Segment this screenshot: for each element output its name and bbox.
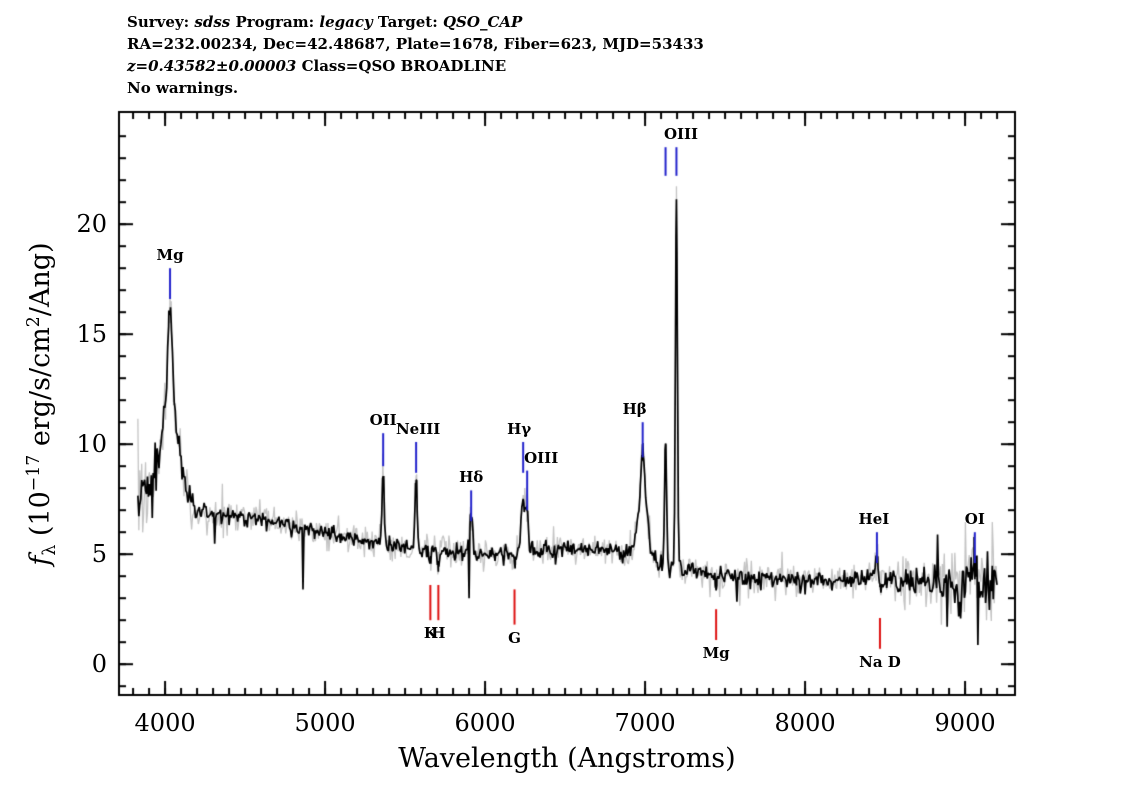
emission-line-label: OIII <box>524 448 559 467</box>
y-title-units: erg/s/cm <box>24 327 56 455</box>
emission-line-label: NeIII <box>395 420 441 438</box>
absorption-line-label: Mg <box>702 644 730 662</box>
y-tick-label: 5 <box>91 540 107 569</box>
header-line-1: Survey: sdss Program: legacy Target: QSO… <box>127 13 523 31</box>
header-line-4: No warnings. <box>127 79 239 97</box>
y-title-lambda: λ <box>40 544 61 556</box>
y-tick-label: 20 <box>76 210 107 239</box>
x-tick-label: 7000 <box>614 709 676 737</box>
absorption-line-label: H <box>431 624 446 643</box>
y-tick-label: 10 <box>76 430 107 459</box>
y-tick-label: 0 <box>91 650 107 679</box>
emission-line-label: Hδ <box>459 468 484 487</box>
emission-line-label: OII <box>369 411 397 430</box>
y-axis-title: fλ (10−17 erg/s/cm2/Ang) <box>24 242 60 565</box>
y-title-cm-exponent: 2 <box>23 316 44 328</box>
y-tick-label: 15 <box>76 320 107 349</box>
x-tick-label: 6000 <box>454 709 516 737</box>
x-tick-label: 9000 <box>934 709 996 737</box>
header-line-3: z=0.43582±0.00003 Class=QSO BROADLINE <box>127 57 507 75</box>
absorption-line-label: G <box>508 628 521 647</box>
emission-line-label: Hβ <box>622 400 647 419</box>
y-title-pre: (10 <box>24 491 56 545</box>
y-title-f: f <box>24 555 56 566</box>
x-tick-label: 5000 <box>294 709 356 737</box>
emission-line-label: HeI <box>858 510 890 529</box>
emission-line-label: Mg <box>156 246 184 265</box>
emission-line-label: OI <box>964 510 985 529</box>
y-title-exponent: −17 <box>23 454 44 492</box>
x-tick-label: 8000 <box>774 709 836 737</box>
y-title-units-end: /Ang) <box>24 242 56 317</box>
emission-line-label: OIII <box>663 125 699 144</box>
emission-line-label: Hγ <box>507 420 532 438</box>
x-tick-label: 4000 <box>134 709 196 737</box>
x-axis-title: Wavelength (Angstroms) <box>398 743 736 774</box>
absorption-line-label: Na D <box>859 652 901 671</box>
absorption-line-label: K <box>423 624 437 643</box>
header-line-2: RA=232.00234, Dec=42.48687, Plate=1678, … <box>127 35 704 53</box>
